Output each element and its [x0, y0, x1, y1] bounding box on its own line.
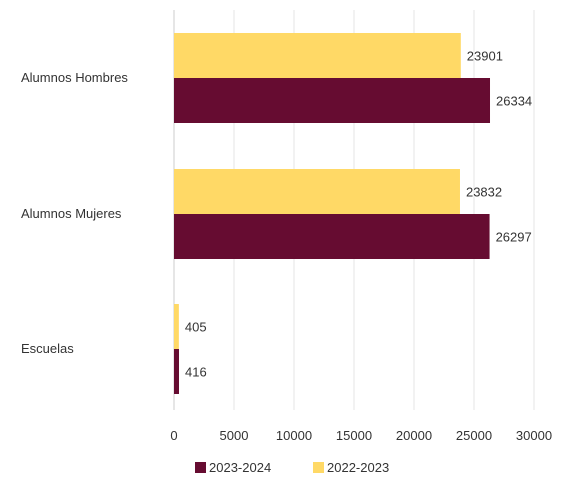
- data-label: 416: [185, 365, 207, 380]
- category-label: Alumnos Hombres: [21, 70, 128, 85]
- category-label: Escuelas: [21, 341, 74, 356]
- x-tick-label: 15000: [336, 428, 372, 443]
- bar: [174, 349, 179, 394]
- bars: [174, 33, 491, 394]
- x-tick-label: 20000: [396, 428, 432, 443]
- data-label: 23832: [466, 185, 502, 200]
- data-label: 405: [185, 320, 207, 335]
- x-tick-label: 30000: [516, 428, 552, 443]
- data-labels: 23901 26334 23832 26297 405 416: [185, 49, 532, 380]
- data-label: 23901: [467, 49, 503, 64]
- data-label: 26297: [496, 230, 532, 245]
- x-axis-ticks: 0 5000 10000 15000 20000 25000 30000: [170, 428, 552, 443]
- legend-label: 2022-2023: [327, 460, 389, 475]
- data-label: 26334: [496, 94, 532, 109]
- legend-swatch: [313, 462, 324, 473]
- category-labels: Alumnos Hombres Alumnos Mujeres Escuelas: [21, 70, 128, 356]
- bar: [174, 33, 461, 78]
- x-tick-label: 25000: [456, 428, 492, 443]
- legend: 2023-2024 2022-2023: [195, 460, 389, 475]
- x-tick-label: 10000: [276, 428, 312, 443]
- bar: [174, 214, 490, 259]
- bar: [174, 78, 491, 123]
- legend-label: 2023-2024: [209, 460, 271, 475]
- category-label: Alumnos Mujeres: [21, 206, 122, 221]
- bar: [174, 304, 179, 349]
- bar: [174, 169, 460, 214]
- x-tick-label: 5000: [220, 428, 249, 443]
- legend-swatch: [195, 462, 206, 473]
- x-tick-label: 0: [170, 428, 177, 443]
